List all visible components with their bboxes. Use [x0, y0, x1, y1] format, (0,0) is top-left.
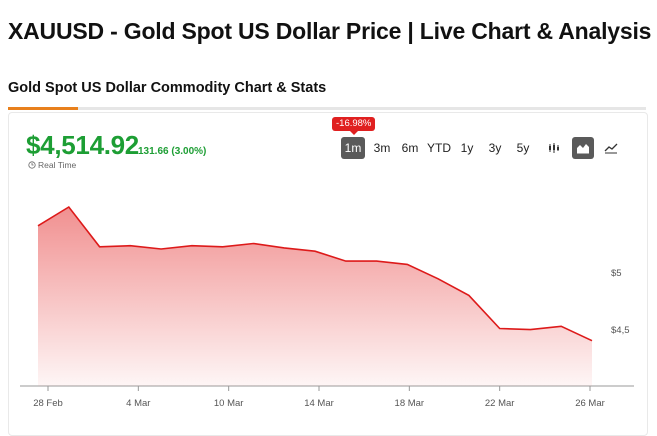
range-6m-button[interactable]: 6m [401, 141, 419, 155]
line-chart-icon [604, 143, 618, 154]
clock-icon [28, 161, 36, 169]
tab-active-indicator [8, 107, 78, 110]
area-chart-button[interactable] [572, 137, 594, 159]
candlestick-icon [549, 143, 559, 153]
range-change-badge: -16.98% [332, 117, 376, 135]
realtime-indicator: Real Time [28, 160, 76, 170]
y-tick-label: $5 [611, 268, 622, 279]
current-price: $4,514.92 [26, 130, 139, 160]
range-1m-button[interactable]: 1m [341, 137, 365, 159]
realtime-label: Real Time [38, 160, 77, 170]
range-1y-button[interactable]: 1y [460, 141, 474, 155]
x-tick-label: 18 Mar [395, 398, 425, 409]
area-chart-icon [577, 144, 589, 154]
candlestick-chart-button[interactable] [544, 137, 566, 159]
x-tick-label: 4 Mar [126, 398, 150, 409]
range-3y-button[interactable]: 3y [488, 141, 502, 155]
x-tick-label: 10 Mar [214, 398, 244, 409]
tab-commodity-chart-stats[interactable]: Gold Spot US Dollar Commodity Chart & St… [8, 80, 327, 96]
x-tick-label: 26 Mar [575, 398, 605, 409]
range-3m-button[interactable]: 3m [373, 141, 391, 155]
price-change: 131.66 (3.00%) [138, 146, 207, 157]
range-5y-button[interactable]: 5y [516, 141, 530, 155]
line-chart-button[interactable] [600, 137, 622, 159]
range-ytd-button[interactable]: YTD [427, 141, 451, 155]
x-tick-label: 22 Mar [485, 398, 515, 409]
x-tick-label: 14 Mar [304, 398, 334, 409]
page-title: XAUUSD - Gold Spot US Dollar Price | Liv… [8, 18, 652, 44]
y-tick-label: $4,5 [611, 325, 630, 336]
tab-divider [8, 107, 646, 110]
price-area-fill [38, 207, 592, 386]
x-tick-label: 28 Feb [33, 398, 63, 409]
